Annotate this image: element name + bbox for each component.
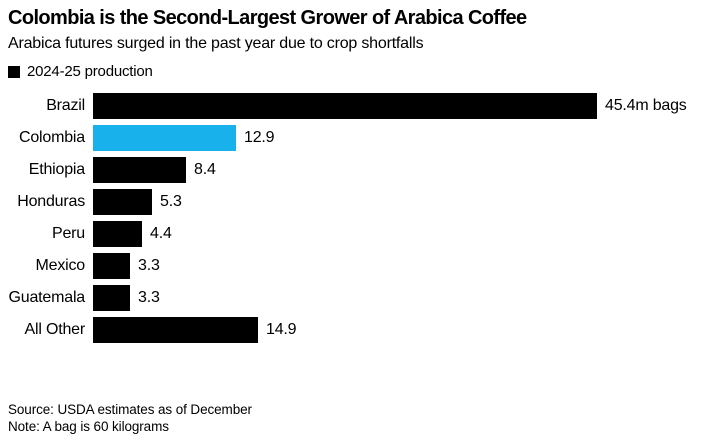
category-label: Colombia bbox=[19, 129, 85, 146]
value-label: 45.4m bags bbox=[605, 97, 687, 114]
bar-guatemala bbox=[93, 285, 130, 311]
source-note: Source: USDA estimates as of December bbox=[8, 402, 252, 417]
bar-row: All Other 14.9 bbox=[8, 317, 713, 343]
bar-ethiopia bbox=[93, 157, 186, 183]
category-label: Guatemala bbox=[8, 289, 86, 306]
category-label: Ethiopia bbox=[28, 161, 85, 178]
category-label: Brazil bbox=[46, 97, 85, 114]
bar-chart: Brazil 45.4m bags Colombia 12.9 Ethiopia 8.4 H… bbox=[8, 93, 713, 343]
category-label: Honduras bbox=[17, 193, 85, 210]
bar-colombia bbox=[93, 125, 236, 151]
legend-label: 2024-25 production bbox=[27, 63, 153, 80]
value-label: 3.3 bbox=[138, 289, 160, 306]
category-label: Mexico bbox=[35, 257, 86, 274]
category-label: Peru bbox=[52, 225, 85, 242]
bar-row: Honduras 5.3 bbox=[8, 189, 713, 215]
value-label: 5.3 bbox=[160, 193, 182, 210]
bar-mexico bbox=[93, 253, 130, 279]
value-label: 8.4 bbox=[194, 161, 216, 178]
chart-title: Colombia is the Second-Largest Grower of… bbox=[8, 7, 527, 29]
bar-row: Peru 4.4 bbox=[8, 221, 713, 247]
chart-footer: Source: USDA estimates as of December No… bbox=[8, 401, 252, 435]
bar-all-other bbox=[93, 317, 258, 343]
bar-row: Mexico 3.3 bbox=[8, 253, 713, 279]
value-label: 14.9 bbox=[266, 321, 297, 338]
category-label: All Other bbox=[24, 321, 86, 338]
value-label: 12.9 bbox=[244, 129, 275, 146]
unit-note: Note: A bag is 60 kilograms bbox=[8, 419, 169, 434]
chart-subtitle: Arabica futures surged in the past year … bbox=[8, 35, 424, 52]
bar-row: Ethiopia 8.4 bbox=[8, 157, 713, 183]
bar-row: Colombia 12.9 bbox=[8, 125, 713, 151]
bar-honduras bbox=[93, 189, 152, 215]
bar-row: Brazil 45.4m bags bbox=[8, 93, 713, 119]
value-label: 4.4 bbox=[150, 225, 172, 242]
bar-peru bbox=[93, 221, 142, 247]
legend-swatch-icon bbox=[8, 66, 20, 78]
value-label: 3.3 bbox=[138, 257, 160, 274]
bar-row: Guatemala 3.3 bbox=[8, 285, 713, 311]
legend: 2024-25 production bbox=[8, 63, 713, 81]
bar-brazil bbox=[93, 93, 597, 119]
